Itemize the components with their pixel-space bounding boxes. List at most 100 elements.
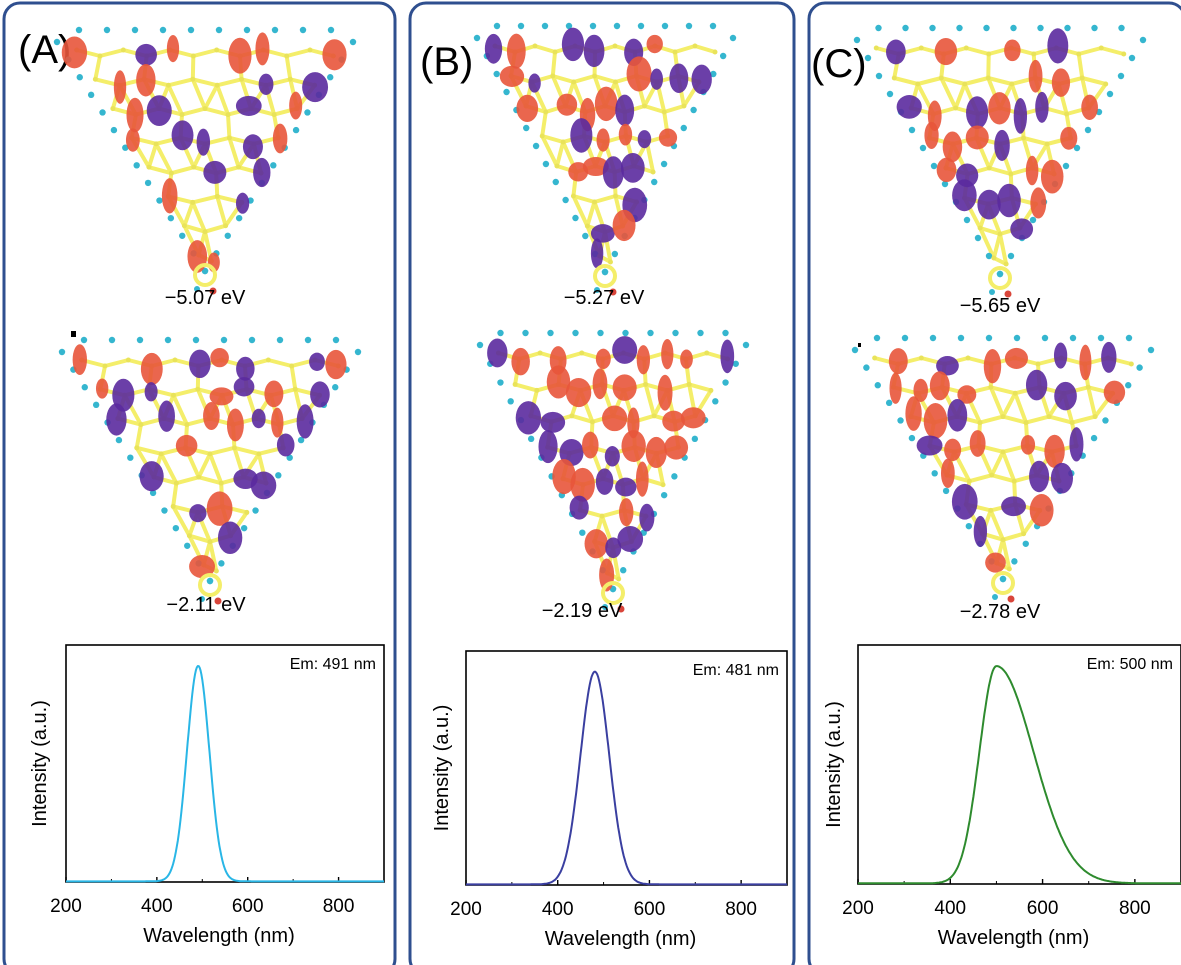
carbon-atom (186, 533, 192, 539)
orbital-lobe-negative (235, 192, 250, 214)
orbital-lobe-negative (310, 381, 330, 408)
orbital-lobe-positive (618, 123, 633, 146)
carbon-atom (168, 170, 174, 176)
hydrogen-atom (660, 160, 668, 168)
orbital-lobe-negative (196, 128, 211, 156)
orbital-lobe-positive (1020, 434, 1036, 455)
carbon-atom (612, 79, 618, 85)
carbon-atom (307, 47, 313, 53)
carbon-atom (554, 163, 560, 169)
hydrogen-atom (327, 74, 334, 81)
carbon-bond (998, 232, 1009, 266)
orbital-lobe-negative (158, 400, 175, 432)
hydrogen-atom (647, 329, 654, 337)
orbital-lobe-positive (209, 387, 234, 406)
orbital-lobe-positive (161, 178, 178, 214)
orbital-lobe-negative (302, 72, 329, 103)
carbon-atom (1044, 141, 1050, 147)
hydrogen-atom (886, 90, 894, 98)
panel-c-tick-mark (858, 343, 861, 347)
hydrogen-atom (1128, 54, 1136, 62)
carbon-atom (214, 82, 220, 88)
carbon-bond (550, 50, 557, 78)
orbital-lobe-positive (203, 402, 220, 431)
hydrogen-atom (493, 70, 500, 78)
hydrogen-atom (327, 26, 335, 34)
hydrogen-atom (541, 22, 549, 30)
orbital-lobe-negative (604, 446, 620, 467)
orbital-lobe-negative (977, 189, 1001, 220)
orbital-lobe-negative (251, 408, 266, 429)
hydrogen-atom (742, 341, 750, 349)
orbital-lobe-positive (1051, 68, 1071, 97)
hydrogen-atom (1011, 558, 1018, 565)
carbon-bond (103, 358, 131, 368)
orbital-lobe-positive (612, 374, 637, 401)
hydrogen-atom (493, 22, 501, 30)
orbital-lobe-positive (206, 491, 233, 526)
carbon-bond (513, 382, 539, 393)
hydrogen-atom (611, 250, 619, 258)
carbon-atom (207, 451, 213, 457)
orbital-lobe-negative (135, 43, 157, 66)
orbital-lobe-positive (1028, 59, 1043, 93)
carbon-atom (704, 350, 710, 356)
carbon-atom (190, 53, 196, 59)
orbital-lobe-positive (680, 349, 693, 369)
hydrogen-atom (87, 91, 95, 99)
carbon-bond (146, 165, 174, 176)
carbon-bond (203, 223, 228, 234)
oxygen-atom (1007, 595, 1015, 603)
carbon-atom (641, 103, 647, 109)
panel-a-homo-energy: −5.07 eV (165, 287, 246, 309)
carbon-ring (601, 581, 625, 605)
orbital-lobe-positive (582, 157, 609, 177)
carbon-atom (158, 451, 164, 457)
hydrogen-atom (179, 232, 186, 239)
hydrogen-atom (248, 336, 256, 344)
panel-b-label: (B) (420, 40, 473, 84)
carbon-bond (182, 223, 207, 234)
carbon-bond (988, 385, 1005, 419)
carbon-atom (599, 513, 605, 519)
orbital-lobe-negative (106, 403, 127, 436)
x-axis-label: Wavelength (nm) (545, 928, 697, 950)
carbon-bond (892, 76, 920, 86)
carbon-atom (184, 422, 190, 428)
y-axis-label: Intensity (a.u.) (823, 701, 845, 828)
hydrogen-atom (941, 180, 949, 188)
carbon-atom (512, 381, 518, 387)
carbon-bond (687, 382, 713, 393)
hydrogen-atom (522, 329, 529, 337)
carbon-atom (202, 106, 208, 112)
carbon-bond (1070, 414, 1098, 425)
carbon-atom (1046, 414, 1052, 420)
carbon-bond (1099, 46, 1126, 56)
carbon-bond (977, 414, 1005, 425)
orbital-lobe-negative (276, 433, 295, 457)
hydrogen-atom (115, 436, 123, 444)
orbital-lobe-positive (662, 410, 685, 432)
orbital-lobe-positive (595, 348, 611, 370)
x-axis-label: Wavelength (nm) (938, 927, 1090, 949)
carbon-atom (966, 478, 972, 484)
orbital-lobe-negative (605, 537, 622, 559)
hydrogen-atom (58, 348, 66, 356)
hydrogen-atom (863, 364, 870, 371)
x-tick-label: 600 (1027, 898, 1059, 919)
carbon-atom (1079, 75, 1085, 81)
orbital-lobe-negative (139, 461, 164, 492)
hydrogen-atom (497, 379, 504, 386)
orbital-lobe-negative (236, 356, 255, 381)
orbital-lobe-positive (546, 365, 571, 399)
orbital-lobe-negative (994, 129, 1010, 161)
hydrogen-atom (729, 34, 737, 42)
orbital-lobe-negative (144, 382, 158, 402)
hydrogen-atom (1136, 364, 1143, 371)
hydrogen-atom (885, 399, 893, 407)
orbital-lobe-positive (255, 32, 270, 66)
carbon-bond (93, 54, 102, 82)
hydrogen-atom (1125, 334, 1133, 342)
orbital-lobe-positive (570, 467, 595, 502)
hydrogen-atom (133, 162, 140, 169)
